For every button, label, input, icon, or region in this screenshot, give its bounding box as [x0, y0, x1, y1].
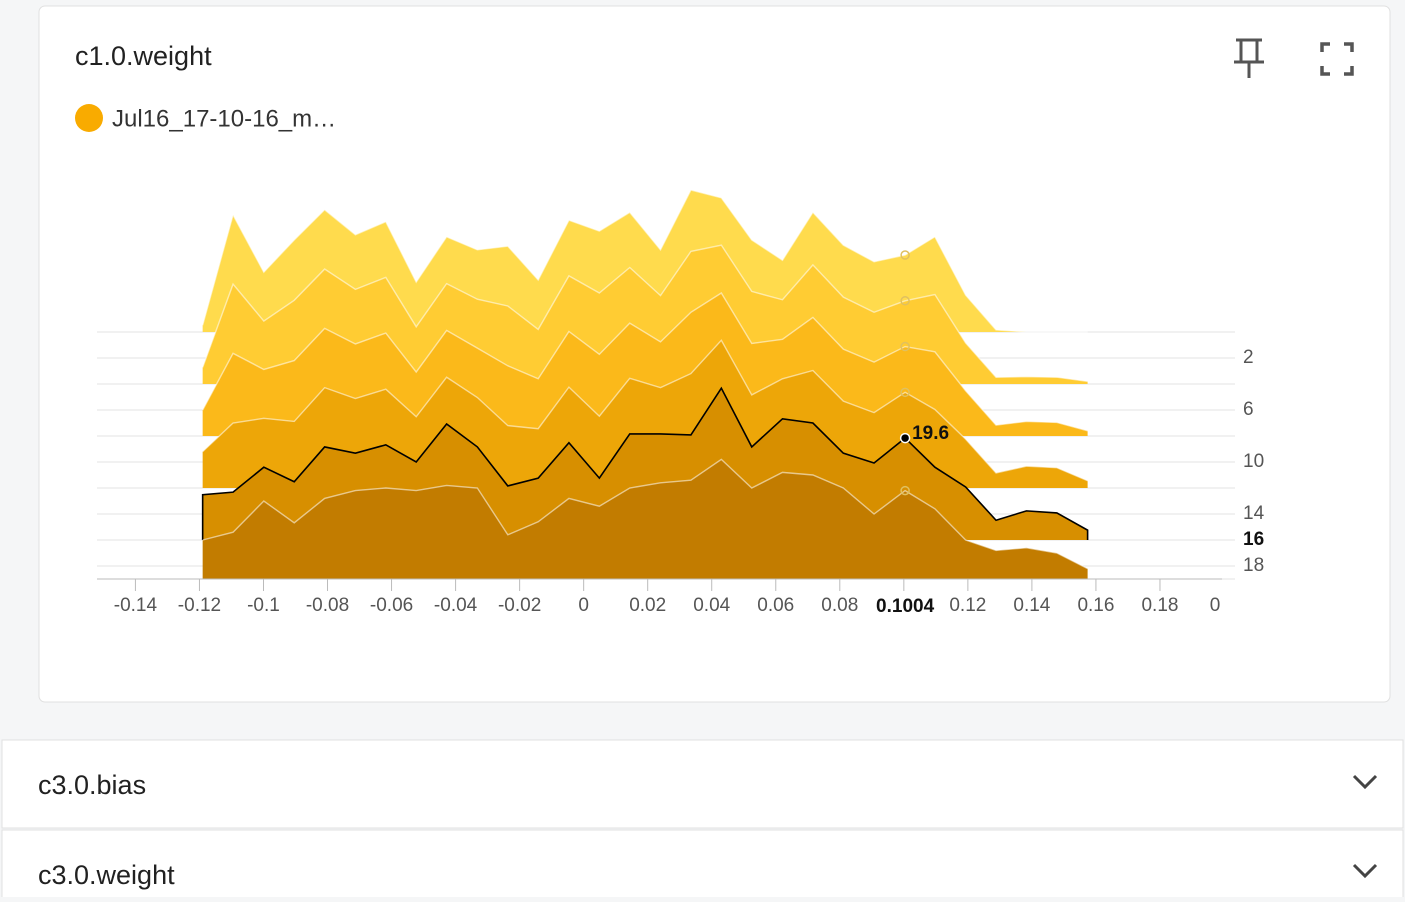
hover-dot	[899, 432, 911, 444]
hover-dot	[900, 296, 910, 306]
line	[202, 292, 1088, 432]
x-tick-label: 0.08	[821, 595, 858, 616]
x-tick-label: -0.08	[306, 595, 349, 616]
legend-label[interactable]: Jul16_17-10-16_m…	[112, 105, 336, 132]
legend-swatch	[75, 104, 103, 132]
x-tick-label: -0.04	[434, 595, 478, 616]
hover-dot	[900, 250, 910, 260]
area	[202, 245, 1088, 384]
y-tick-label: 2	[1243, 347, 1254, 368]
x-tick-label: 0.14	[1013, 595, 1050, 616]
hover-step-label: 16	[1243, 529, 1264, 550]
x-tick-label: -0.12	[178, 595, 221, 616]
area	[202, 340, 1088, 488]
x-tick-label: -0.02	[498, 595, 541, 616]
line	[201, 386, 1089, 540]
x-tick-label: 0.04	[693, 595, 730, 616]
x-axis-end-label: 0	[1210, 595, 1221, 616]
expand-chevron[interactable]	[1352, 863, 1378, 879]
section-title: c3.0.bias	[38, 770, 146, 800]
section-title: c3.0.weight	[38, 860, 175, 890]
x-tick-label: -0.14	[114, 595, 158, 616]
y-tick-label: 6	[1243, 399, 1254, 420]
pin-button[interactable]	[1234, 38, 1264, 78]
area	[202, 190, 1088, 332]
line	[201, 189, 1088, 333]
hover-x-bg	[871, 594, 940, 618]
fullscreen-button[interactable]	[1320, 42, 1354, 76]
x-tick-label: 0.12	[949, 595, 986, 616]
x-tick-label: -0.06	[370, 595, 413, 616]
y-tick-label: 10	[1243, 451, 1264, 472]
section-bar[interactable]	[1, 739, 1404, 829]
area	[202, 293, 1088, 436]
x-tick-label: -0.1	[247, 595, 280, 616]
hover-x-label: 0.1004	[876, 596, 935, 617]
x-tick-label: 0	[578, 595, 589, 616]
y-tick-label: 18	[1243, 555, 1264, 576]
line	[202, 339, 1088, 482]
hover-dot	[900, 341, 910, 352]
y-tick-label: 14	[1243, 503, 1265, 524]
x-tick-label: 0.18	[1141, 595, 1178, 616]
expand-chevron[interactable]	[1352, 774, 1378, 790]
plot: 2 6 10 14 18 -0.14 -0.12 -0.1 -0.08 -0.06 -0.04 -0.…	[97, 189, 1265, 618]
hover-dot	[900, 387, 910, 398]
card-title: c1.0.weight	[75, 41, 212, 71]
line	[201, 244, 1088, 383]
line	[202, 458, 1088, 570]
hover-value: 19.6	[912, 423, 949, 444]
hover-dot	[900, 485, 910, 496]
x-tick-label: 0.06	[757, 595, 794, 616]
x-tick-label: 0.02	[629, 595, 666, 616]
section-bar[interactable]	[1, 829, 1404, 902]
x-tick-label: 0.16	[1077, 595, 1114, 616]
